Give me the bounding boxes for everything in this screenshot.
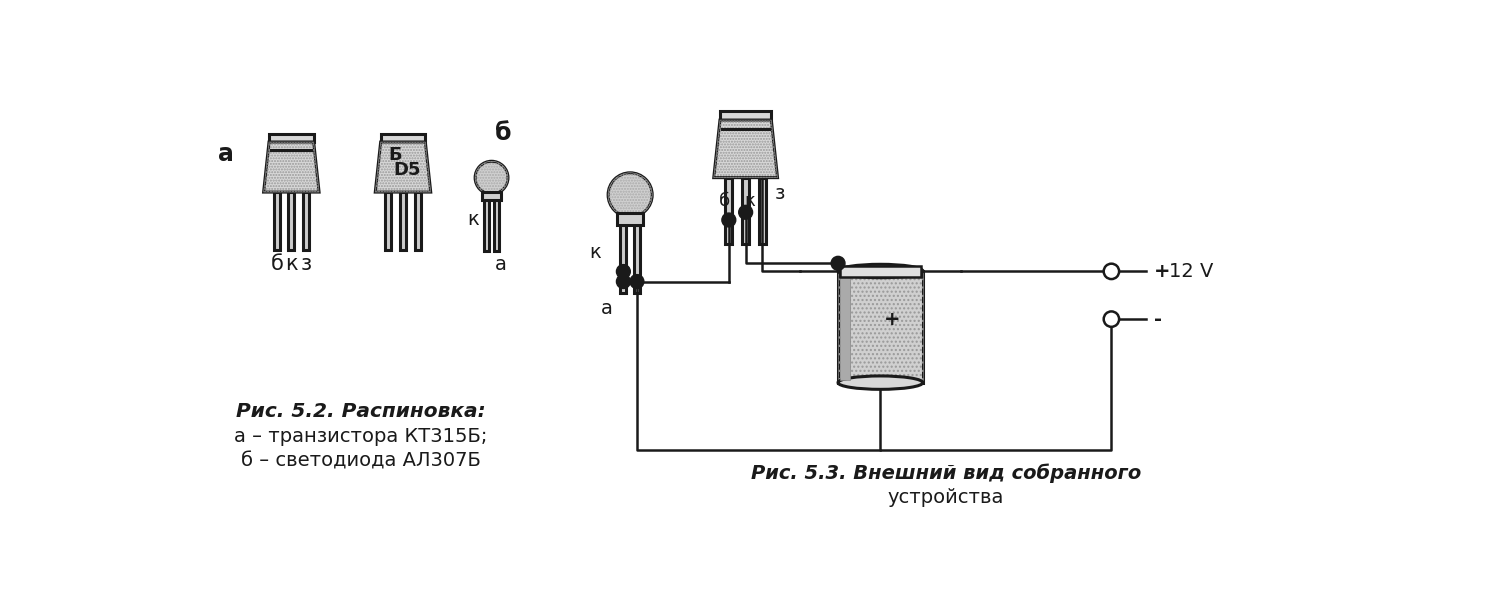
Bar: [621, 225, 627, 293]
Text: к: к: [466, 210, 478, 229]
Circle shape: [722, 213, 736, 227]
Text: б: б: [270, 254, 284, 274]
Text: Рис. 5.3. Внешний вид собранного: Рис. 5.3. Внешний вид собранного: [750, 464, 1142, 483]
Text: а – транзистора КТ315Б;: а – транзистора КТ315Б;: [234, 427, 488, 445]
Circle shape: [616, 265, 630, 279]
Polygon shape: [264, 142, 320, 192]
Text: а: а: [217, 142, 234, 165]
Circle shape: [476, 161, 508, 194]
Ellipse shape: [839, 376, 922, 389]
Circle shape: [616, 275, 630, 288]
Text: +: +: [884, 310, 900, 328]
Bar: [414, 192, 420, 250]
Text: з: з: [300, 254, 312, 274]
Text: б – светодиода АЛ307Б: б – светодиода АЛ307Б: [240, 451, 480, 470]
Polygon shape: [714, 120, 777, 178]
Bar: [618, 213, 644, 225]
Text: Б: Б: [388, 145, 402, 164]
Bar: [839, 271, 922, 382]
Text: к: к: [590, 243, 602, 262]
Bar: [726, 178, 732, 244]
Circle shape: [1104, 264, 1119, 279]
Text: 12 V: 12 V: [1168, 262, 1214, 281]
Circle shape: [630, 275, 644, 288]
Text: к: к: [285, 254, 297, 274]
Bar: [273, 192, 280, 250]
Text: б: б: [495, 121, 512, 145]
Bar: [482, 191, 501, 201]
Circle shape: [738, 205, 753, 219]
Bar: [484, 201, 489, 251]
Bar: [386, 192, 392, 250]
Polygon shape: [268, 135, 314, 142]
Bar: [303, 192, 309, 250]
Bar: [495, 201, 500, 251]
Bar: [742, 178, 748, 244]
Text: к: к: [744, 191, 754, 210]
Text: а: а: [602, 299, 613, 318]
Text: +: +: [1154, 262, 1170, 281]
Text: -: -: [1154, 310, 1161, 328]
Text: Рис. 5.2. Распиновка:: Рис. 5.2. Распиновка:: [236, 402, 486, 421]
Bar: [288, 192, 294, 250]
Polygon shape: [720, 112, 771, 120]
Bar: [759, 178, 766, 244]
Circle shape: [608, 173, 652, 217]
Circle shape: [831, 256, 844, 270]
Text: б: б: [720, 191, 730, 210]
Text: з: з: [774, 184, 784, 202]
Bar: [839, 271, 922, 382]
Polygon shape: [381, 135, 426, 142]
Circle shape: [1104, 311, 1119, 327]
Text: D5: D5: [393, 161, 420, 179]
Bar: [400, 192, 406, 250]
Text: устройства: устройства: [888, 488, 1004, 507]
Text: а: а: [495, 255, 507, 275]
Ellipse shape: [839, 264, 922, 278]
Bar: [840, 274, 850, 379]
Polygon shape: [375, 142, 430, 192]
Bar: [634, 225, 640, 293]
Bar: [840, 266, 921, 277]
